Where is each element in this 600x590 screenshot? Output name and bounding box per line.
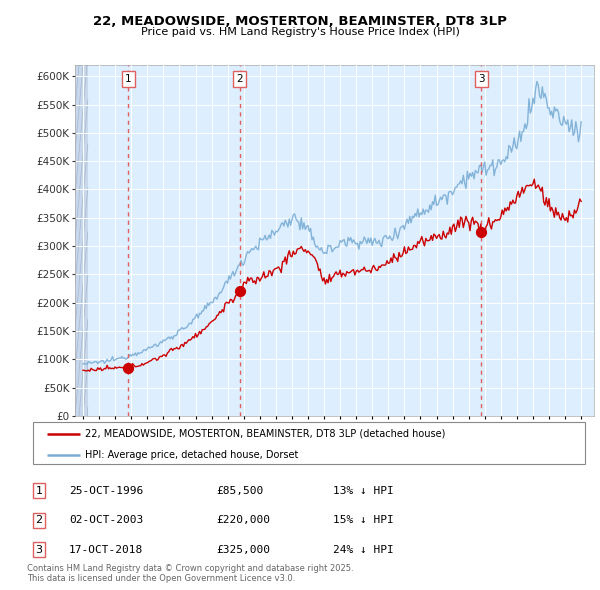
Text: 24% ↓ HPI: 24% ↓ HPI bbox=[333, 545, 394, 555]
Text: £85,500: £85,500 bbox=[216, 486, 263, 496]
Text: HPI: Average price, detached house, Dorset: HPI: Average price, detached house, Dors… bbox=[85, 450, 299, 460]
Text: 22, MEADOWSIDE, MOSTERTON, BEAMINSTER, DT8 3LP (detached house): 22, MEADOWSIDE, MOSTERTON, BEAMINSTER, D… bbox=[85, 429, 446, 439]
Point bbox=[476, 227, 486, 237]
Text: 25-OCT-1996: 25-OCT-1996 bbox=[69, 486, 143, 496]
FancyBboxPatch shape bbox=[33, 422, 585, 464]
Text: 3: 3 bbox=[478, 74, 485, 84]
Point bbox=[124, 363, 133, 372]
Text: 1: 1 bbox=[35, 486, 43, 496]
Bar bbox=[75, 65, 88, 416]
Text: Contains HM Land Registry data © Crown copyright and database right 2025.
This d: Contains HM Land Registry data © Crown c… bbox=[27, 563, 353, 583]
Text: 17-OCT-2018: 17-OCT-2018 bbox=[69, 545, 143, 555]
Text: 13% ↓ HPI: 13% ↓ HPI bbox=[333, 486, 394, 496]
Text: Price paid vs. HM Land Registry's House Price Index (HPI): Price paid vs. HM Land Registry's House … bbox=[140, 27, 460, 37]
Text: 22, MEADOWSIDE, MOSTERTON, BEAMINSTER, DT8 3LP: 22, MEADOWSIDE, MOSTERTON, BEAMINSTER, D… bbox=[93, 15, 507, 28]
Point bbox=[235, 287, 244, 296]
Text: 2: 2 bbox=[35, 516, 43, 525]
Text: 2: 2 bbox=[236, 74, 243, 84]
Text: £220,000: £220,000 bbox=[216, 516, 270, 525]
Text: 1: 1 bbox=[125, 74, 131, 84]
Text: £325,000: £325,000 bbox=[216, 545, 270, 555]
Text: 15% ↓ HPI: 15% ↓ HPI bbox=[333, 516, 394, 525]
Text: 3: 3 bbox=[35, 545, 43, 555]
Text: 02-OCT-2003: 02-OCT-2003 bbox=[69, 516, 143, 525]
